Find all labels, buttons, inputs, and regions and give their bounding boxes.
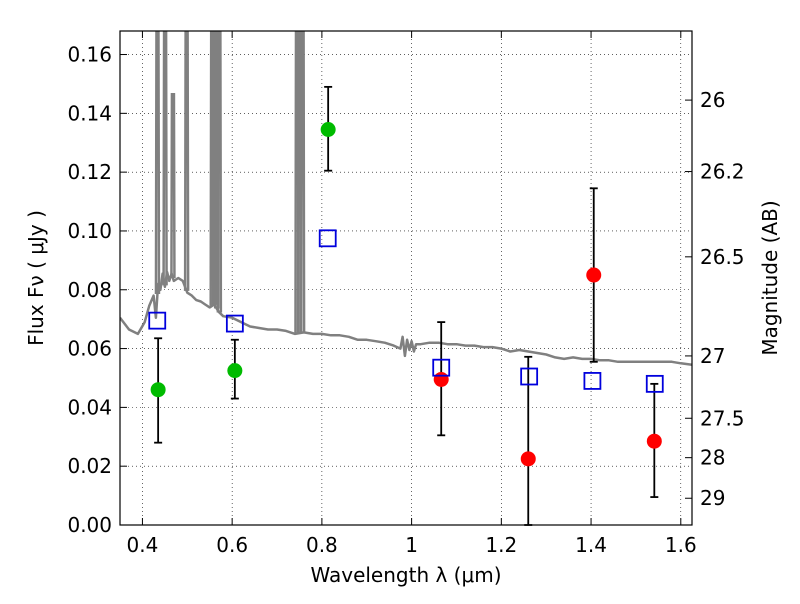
spectrum-emission-line [299,31,306,333]
spectrum-emission-line [170,92,176,279]
spectrum-emission-line [183,31,190,291]
data-point [150,382,166,398]
right-tick-label: 29 [700,486,725,510]
data-point [433,371,449,387]
y-tick-label: 0.04 [67,395,112,419]
data-point [227,363,243,379]
plot-frame [119,30,693,526]
y-tick-label: 0.06 [67,337,112,361]
right-tick-label: 26.2 [700,160,745,184]
data-point [586,267,602,283]
spectrum-continuum [120,270,692,366]
right-tick-label: 28 [700,446,725,470]
model-spectrum [120,31,692,366]
spectrum-emission-line [216,31,223,313]
model-point [520,367,539,386]
y-tick-label: 0.10 [67,219,112,243]
model-point [148,311,167,330]
y-tick-label: 0.14 [67,101,112,125]
model-point [583,372,602,390]
model-point [645,374,664,393]
x-tick-label: 0.6 [216,533,248,557]
x-tick-label: 1.6 [665,533,697,557]
y-tick-label: 0.02 [67,454,112,478]
right-tick-label: 27.5 [700,406,745,430]
x-tick-label: 1 [405,533,418,557]
x-tick-label: 0.4 [127,533,159,557]
spectrum-emission-line [154,31,161,295]
x-tick-label: 1.2 [485,533,517,557]
data-markers [148,122,664,467]
y-right-axis-label: Magnitude (AB) [758,200,782,355]
right-tick-label: 26.5 [700,245,745,269]
right-tick-label: 27 [700,344,725,368]
right-tick-label: 26 [700,88,725,112]
y-tick-label: 0.16 [67,43,112,67]
data-point [320,122,336,138]
spectrum-emission-line [162,31,168,286]
y-tick-label: 0.08 [67,278,112,302]
plot-background [120,31,692,525]
y-axis-label: Flux Fν ( μJy ) [24,210,48,346]
model-point [225,314,244,333]
model-point [432,358,451,377]
x-axis-label: Wavelength λ (μm) [310,563,501,587]
data-point [520,451,536,467]
y-tick-label: 0.00 [67,513,112,537]
x-tick-label: 1.4 [575,533,607,557]
model-point [318,229,337,248]
y-tick-label: 0.12 [67,160,112,184]
data-point [646,433,662,449]
axis-ticks: 0.4 0.6 0.8 1 1.2 1.4 1.6 0.00 0.02 0.04 0.06 0.08 0… [67,31,745,557]
x-tick-label: 0.8 [306,533,338,557]
